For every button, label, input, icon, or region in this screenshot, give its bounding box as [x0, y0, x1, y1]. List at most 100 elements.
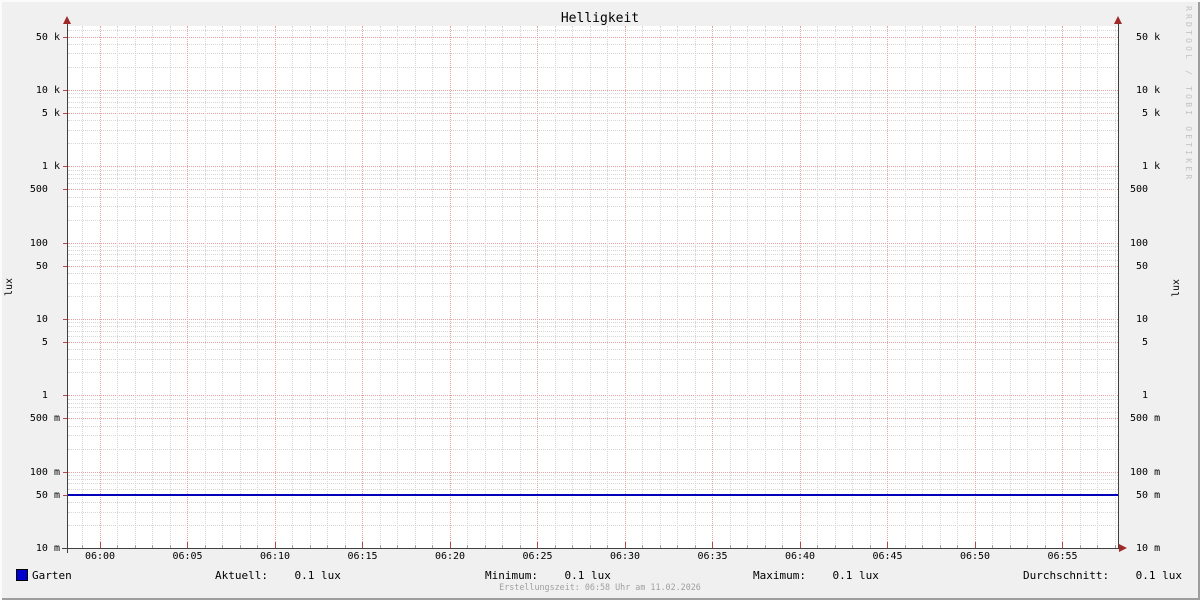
- y-axis-major-tick: [63, 318, 67, 320]
- y-axis-unit-label-right: lux: [1171, 278, 1182, 298]
- minor-gridline-h: [68, 412, 1118, 414]
- y-tick-label-left: 10 m: [29, 543, 60, 554]
- minor-gridline-v: [1009, 26, 1011, 548]
- minor-gridline-v: [554, 26, 556, 548]
- x-axis-minor-tick: [904, 545, 906, 548]
- graph-title: Helligkeit: [560, 11, 640, 26]
- creation-time-footer: Erstellungszeit: 06:58 Uhr am 11.02.2026: [499, 582, 701, 592]
- x-axis-minor-tick: [1044, 545, 1046, 548]
- x-axis-major-tick: [362, 542, 363, 548]
- y-tick-label-right: 1: [1130, 390, 1161, 402]
- minor-gridline-v: [152, 26, 153, 548]
- minor-gridline-v: [222, 26, 223, 548]
- x-axis-arrow-icon: [1119, 544, 1127, 552]
- minor-gridline-h: [68, 249, 1118, 251]
- y-tick-label-left: 10 k: [29, 84, 60, 96]
- y-tick-label-left: 100: [29, 237, 60, 249]
- y-tick-label-left: 5 k: [29, 107, 60, 119]
- x-tick-label: 06:00: [84, 551, 116, 562]
- x-tick-label: 06:15: [347, 551, 378, 562]
- minor-gridline-h: [68, 372, 1118, 374]
- y-tick-label-right: 500 m: [1130, 413, 1161, 425]
- minor-gridline-v: [589, 26, 591, 548]
- minor-gridline-v: [992, 26, 993, 548]
- x-tick-label: 06:20: [434, 551, 466, 562]
- minor-gridline-v: [292, 26, 293, 548]
- y-axis-major-tick: [63, 265, 67, 267]
- x-axis-minor-tick: [309, 545, 311, 548]
- minor-gridline-h: [68, 407, 1118, 409]
- minor-gridline-v: [904, 26, 906, 548]
- y-tick-label-right: 10 k: [1130, 84, 1161, 96]
- minor-gridline-v: [782, 26, 783, 548]
- minor-gridline-h: [68, 448, 1118, 450]
- minor-gridline-v: [694, 26, 696, 548]
- x-axis-minor-tick: [642, 545, 643, 548]
- y-tick-label-right: 500: [1130, 184, 1161, 196]
- minor-gridline-v: [1114, 26, 1116, 548]
- x-tick-label: 06:55: [1047, 551, 1078, 562]
- major-gridline-v: [537, 26, 538, 548]
- x-tick-label: 06:10: [259, 551, 291, 562]
- major-gridline-h: [68, 166, 1118, 168]
- x-tick-label: 06:50: [959, 551, 991, 562]
- x-axis-minor-tick: [1079, 545, 1081, 548]
- x-axis-minor-tick: [729, 545, 731, 548]
- x-axis-major-tick: [449, 542, 451, 548]
- major-gridline-v: [624, 26, 626, 548]
- major-gridline-h: [68, 341, 1118, 343]
- x-axis-minor-tick: [1009, 545, 1011, 548]
- minor-gridline-v: [82, 26, 83, 548]
- major-gridline-v: [712, 26, 713, 548]
- minor-gridline-v: [467, 26, 468, 548]
- x-axis-minor-tick: [397, 545, 398, 548]
- minor-gridline-h: [68, 43, 1118, 45]
- x-tick-label: 06:40: [784, 551, 816, 562]
- y-tick-label-right: 50 m: [1130, 489, 1161, 501]
- x-axis-minor-tick: [134, 545, 136, 548]
- major-gridline-v: [887, 26, 888, 548]
- y-axis-major-tick: [63, 189, 67, 191]
- minor-gridline-h: [68, 120, 1118, 122]
- minor-gridline-h: [68, 402, 1118, 404]
- y-tick-label-left: 500: [29, 184, 60, 196]
- x-axis-minor-tick: [782, 545, 783, 548]
- rrdtool-watermark: RRDTOOL / TOBI OETIKER: [1184, 6, 1193, 183]
- major-gridline-v: [799, 26, 801, 548]
- y-axis-major-tick: [63, 89, 67, 91]
- x-axis-major-tick: [99, 542, 101, 548]
- minor-gridline-h: [68, 326, 1118, 328]
- y-tick-label-left: 1: [29, 390, 60, 402]
- x-axis-minor-tick: [1097, 545, 1098, 548]
- x-axis-minor-tick: [152, 545, 153, 548]
- minor-gridline-v: [607, 26, 608, 548]
- minor-gridline-v: [1079, 26, 1081, 548]
- x-axis-minor-tick: [467, 545, 468, 548]
- minor-gridline-h: [68, 30, 1118, 32]
- y-tick-label-left: 5: [29, 336, 60, 348]
- y-tick-label-right: 100: [1130, 237, 1161, 249]
- minor-gridline-v: [117, 26, 118, 548]
- x-axis-major-tick: [974, 542, 976, 548]
- major-gridline-v: [187, 26, 188, 548]
- x-tick-label: 06:05: [172, 551, 203, 562]
- minor-gridline-h: [68, 254, 1118, 256]
- legend-stat-aktuell: Aktuell: 0.1 lux: [215, 569, 341, 582]
- y-axis-left: [67, 23, 68, 553]
- minor-gridline-v: [1027, 26, 1028, 548]
- major-gridline-v: [362, 26, 363, 548]
- major-gridline-h: [68, 418, 1118, 420]
- x-axis-minor-tick: [169, 545, 171, 548]
- y-axis-major-tick: [63, 112, 67, 114]
- plot-area: [67, 26, 1118, 548]
- minor-gridline-v: [572, 26, 573, 548]
- major-gridline-v: [99, 26, 101, 548]
- x-axis-minor-tick: [239, 545, 241, 548]
- minor-gridline-h: [68, 101, 1118, 103]
- y-tick-label-right: 5: [1130, 336, 1161, 348]
- x-axis-minor-tick: [939, 545, 941, 548]
- x-axis-minor-tick: [747, 545, 748, 548]
- major-gridline-v: [974, 26, 976, 548]
- x-axis-minor-tick: [694, 545, 696, 548]
- minor-gridline-v: [484, 26, 486, 548]
